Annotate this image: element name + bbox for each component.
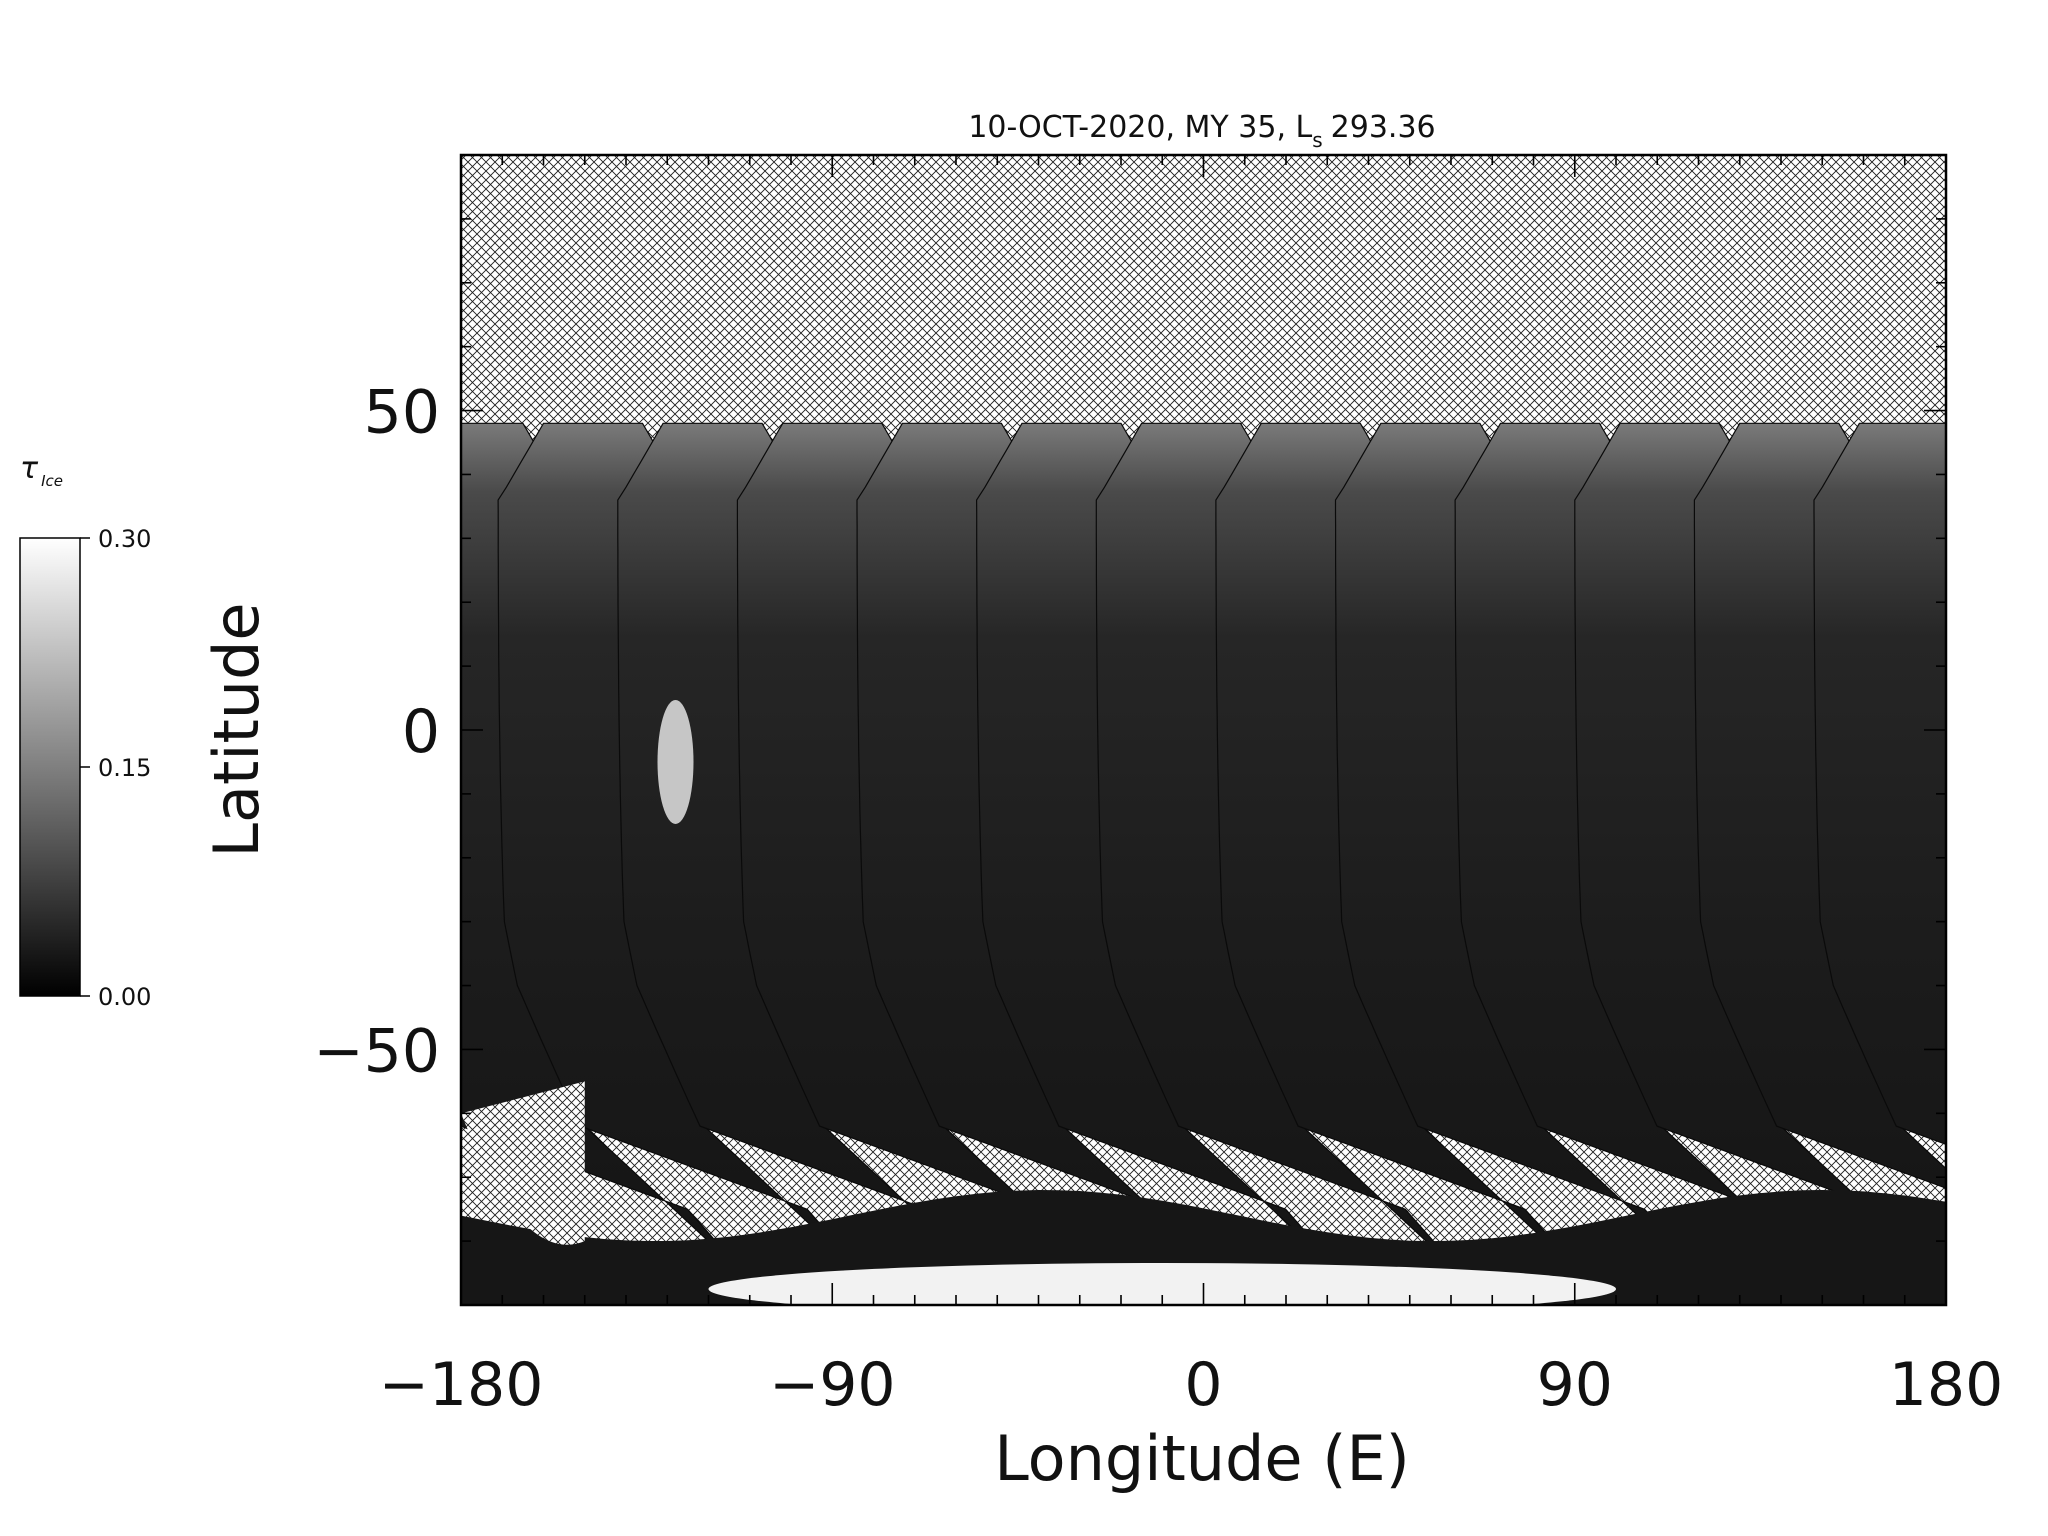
colorbar-tick-label: 0.30 xyxy=(98,525,151,553)
y-tick-labels: −50 0 50 xyxy=(313,378,440,1087)
x-tick-label: −90 xyxy=(769,1350,896,1420)
chart-title: 10-OCT-2020, MY 35, Ls 293.36 xyxy=(968,110,1435,152)
swath-13 xyxy=(1813,422,1946,1145)
tick-marks xyxy=(460,154,1947,1306)
x-tick-label: 0 xyxy=(1184,1350,1222,1420)
colorbar-tick-label: 0.15 xyxy=(98,754,151,782)
no-data-crescent xyxy=(461,1081,585,1245)
y-tick-label: 0 xyxy=(402,697,440,767)
colorbar-ticks: 0.00 0.15 0.30 xyxy=(80,525,151,1011)
y-tick-label: −50 xyxy=(313,1016,440,1086)
colorbar: τ Ice 0.00 0.15 0.30 xyxy=(19,451,151,1011)
colorbar-label: τ Ice xyxy=(20,451,63,490)
x-tick-labels: −180 −90 0 90 180 xyxy=(379,1350,2004,1420)
colorbar-tick-label: 0.00 xyxy=(98,983,151,1011)
x-tick-label: −180 xyxy=(379,1350,544,1420)
data-layer xyxy=(461,422,1946,1305)
ice-cloud-feature xyxy=(657,699,694,824)
x-tick-label: 90 xyxy=(1537,1350,1613,1420)
polar-bright-region xyxy=(708,1263,1616,1305)
x-axis-label: Longitude (E) xyxy=(994,1422,1410,1495)
colorbar-gradient xyxy=(19,537,81,997)
y-axis-label: Latitude xyxy=(200,602,273,857)
y-tick-label: 50 xyxy=(364,378,440,448)
x-tick-label: 180 xyxy=(1889,1350,2004,1420)
